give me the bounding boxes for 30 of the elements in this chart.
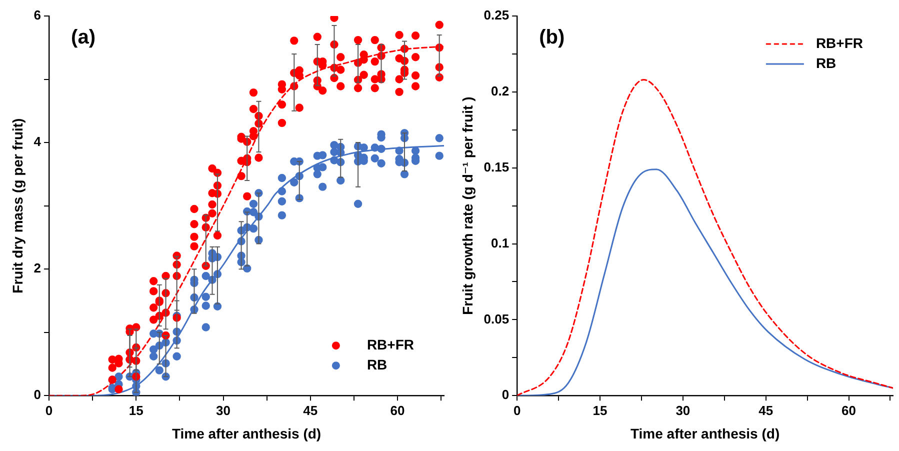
x-tick-label: 45 — [303, 402, 318, 418]
x-tick-label: 0 — [45, 402, 53, 418]
x-tick-label: 15 — [592, 402, 608, 418]
x-tick-label: 60 — [842, 402, 856, 418]
annotation: (b) — [539, 26, 565, 49]
y-tick-label: 0.25 — [484, 8, 510, 23]
y-tick-label: 6 — [34, 8, 42, 23]
y-tick-label: 0.1 — [491, 235, 510, 250]
x-axis-title: Time after anthesis (d) — [172, 425, 322, 442]
legend-label: RB+FR — [816, 34, 864, 51]
annotation: (a) — [71, 26, 96, 49]
x-tick-label: 30 — [216, 402, 231, 418]
x-tick-label: 60 — [390, 402, 405, 418]
x-axis-title: Time after anthesis (d) — [630, 425, 780, 442]
y-tick-label: 4 — [34, 134, 42, 150]
y-tick-label: 0 — [34, 387, 42, 402]
x-tick-label: 0 — [513, 402, 521, 418]
y-tick-label: 0.2 — [491, 84, 510, 98]
legend-label: RB — [366, 356, 388, 372]
y-axis-title: Fruit dry mass (g per fruit) — [9, 118, 26, 294]
x-tick-label: 15 — [128, 402, 144, 418]
x-tick-label: 45 — [758, 402, 774, 418]
legend-label: RB — [816, 54, 836, 71]
y-tick-label: 2 — [34, 260, 42, 276]
y-axis-title: Fruit growth rate (g d⁻¹ per fruit ) — [459, 96, 476, 315]
legend-label: RB+FR — [366, 336, 414, 352]
y-tick-label: 0.05 — [484, 311, 510, 326]
x-tick-label: 30 — [676, 402, 690, 418]
y-tick-label: 0 — [502, 387, 510, 402]
y-tick-label: 0.15 — [484, 159, 510, 174]
